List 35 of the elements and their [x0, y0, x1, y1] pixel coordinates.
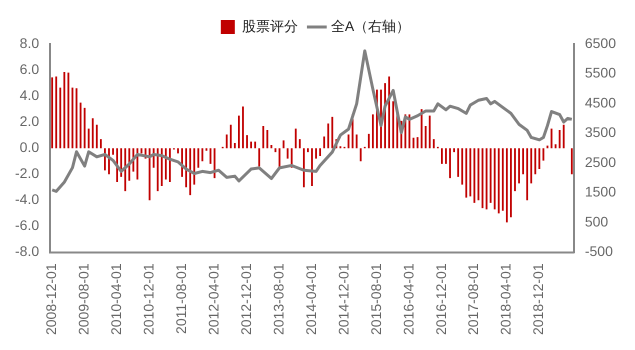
y2-tick-label: 6500	[584, 34, 616, 51]
x-tick-label: 2013-08-01	[270, 263, 286, 336]
x-tick-label: 2014-12-01	[335, 263, 352, 336]
y-tick-label: 8.0	[20, 34, 40, 51]
x-tick-label: 2018-12-01	[530, 263, 546, 336]
x-tick-label: 2008-12-01	[43, 263, 60, 336]
x-tick-label: 2012-12-01	[238, 263, 254, 336]
y2-tick-label: 4500	[584, 94, 616, 110]
y2-tick-label: 500	[584, 213, 608, 230]
x-tick-label: 2010-12-01	[140, 263, 156, 336]
y-tick-label: 2.0	[20, 113, 40, 130]
x-tick-label: 2018-04-01	[498, 263, 514, 336]
x-tick-label: 2015-08-01	[368, 263, 384, 336]
y2-tick-label: 3500	[584, 124, 616, 140]
y-tick-label: 4.0	[20, 86, 40, 103]
y2-tick-label: 5500	[584, 64, 616, 81]
y-tick-label: -2.0	[15, 165, 40, 182]
legend-label: 全A（右轴）	[330, 18, 410, 34]
x-tick-label: 2016-12-01	[432, 263, 449, 336]
y2-tick-label: 1500	[584, 184, 616, 200]
y-tick-label: 6.0	[20, 60, 40, 77]
x-tick-label: 2011-08-01	[172, 263, 189, 334]
x-tick-label: 2012-04-01	[205, 263, 222, 336]
y-tick-label: -6.0	[15, 217, 40, 234]
y-tick-label: 0.0	[20, 139, 40, 156]
x-tick-label: 2016-04-01	[400, 263, 416, 336]
y2-tick-label: 2500	[584, 154, 616, 170]
y-tick-label: -4.0	[15, 191, 40, 208]
x-tick-label: 2014-04-01	[302, 263, 319, 336]
y2-tick-label: -500	[584, 243, 614, 260]
x-tick-label: 2010-04-01	[108, 263, 124, 336]
y-tick-label: -8.0	[15, 243, 40, 260]
x-tick-label: 2017-08-01	[465, 263, 482, 336]
x-tick-label: 2009-08-01	[75, 263, 92, 336]
legend-label: 股票评分	[242, 18, 298, 34]
